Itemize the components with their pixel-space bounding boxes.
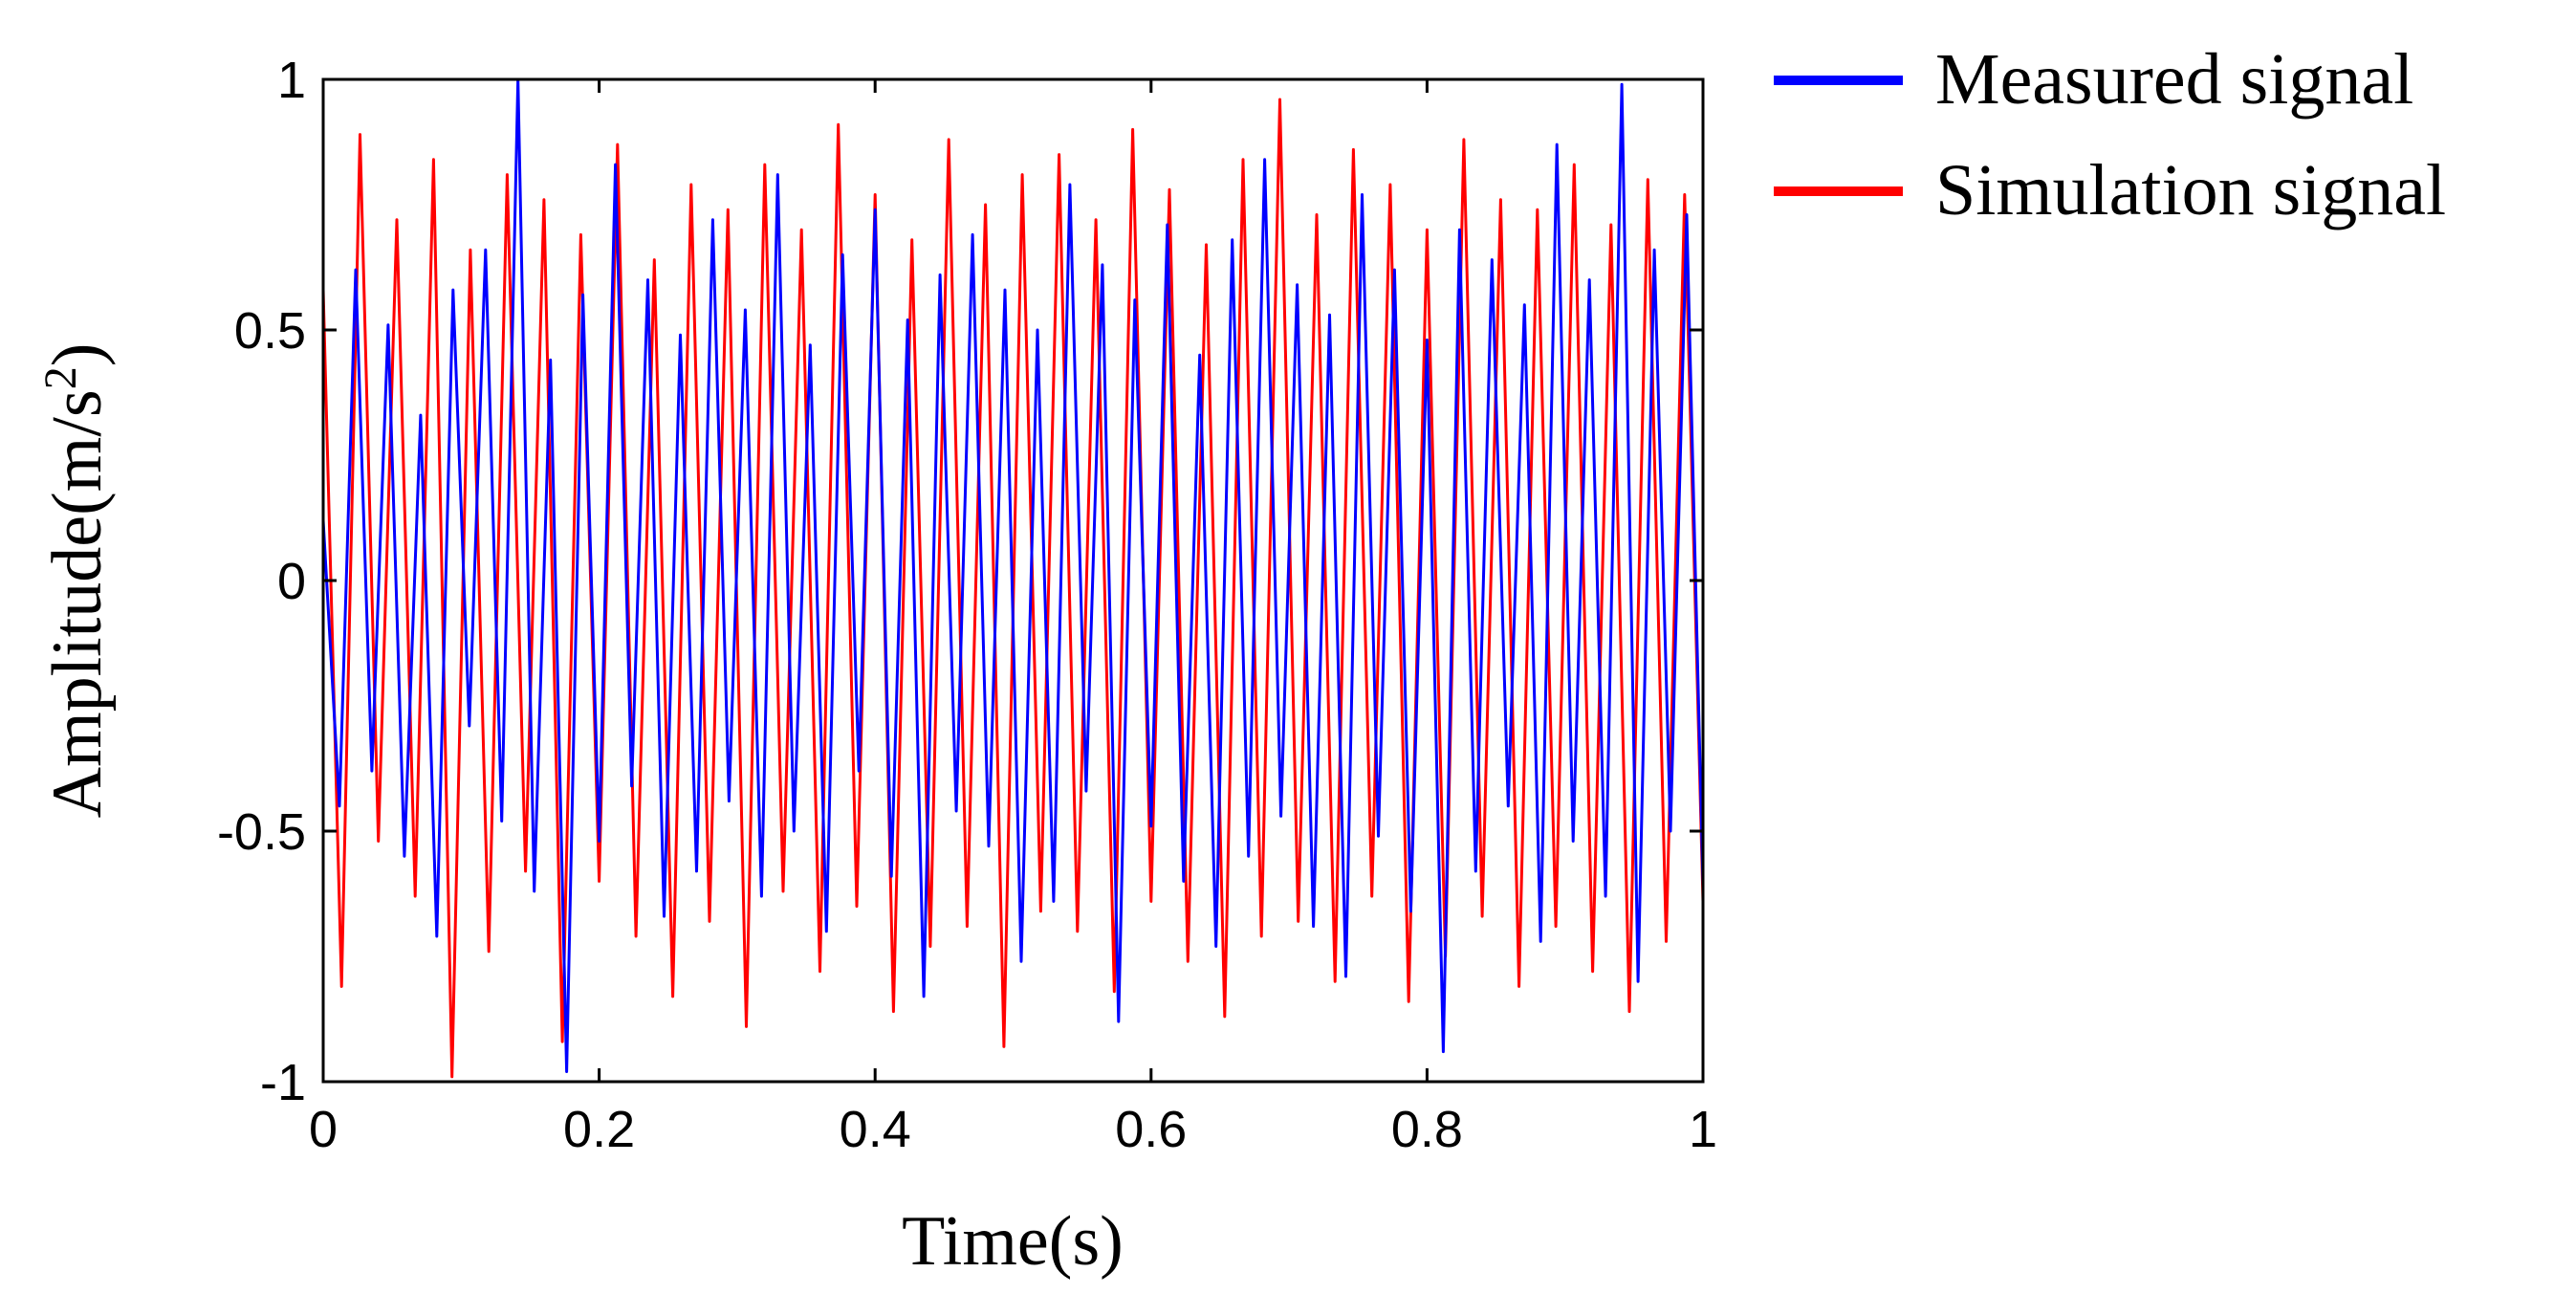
legend: Measured signal Simulation signal [1774,39,2446,230]
y-tick-label: 0 [277,553,306,610]
y-axis-title-close: ) [38,343,117,367]
y-tick-label: 0.5 [234,302,306,360]
series-layer [323,79,1703,1079]
x-axis-title: Time(s) [902,1202,1124,1281]
series-line-0 [323,79,1703,1073]
legend-label-measured: Measured signal [1935,39,2413,120]
y-axis-title: Amplitude(m/s2) [35,343,118,819]
legend-label-simulation: Simulation signal [1935,150,2446,230]
x-tick-label: 1 [1689,1101,1717,1158]
y-tick-label: -1 [260,1054,306,1111]
y-axis-title-superscript: 2 [35,366,86,389]
ticks-layer: 0 0.2 0.4 0.6 0.8 1 -1 -0.5 0 0.5 1 [217,52,1717,1158]
y-axis-title-main: Amplitude(m/s [38,389,117,818]
x-tick-label: 0.4 [840,1101,911,1158]
x-tick-label: 0.6 [1115,1101,1187,1158]
y-tick-label: 1 [277,52,306,109]
x-tick-label: 0.8 [1391,1101,1463,1158]
x-tick-label: 0 [309,1101,338,1158]
x-tick-label: 0.2 [563,1101,635,1158]
y-tick-label: -0.5 [217,803,306,861]
